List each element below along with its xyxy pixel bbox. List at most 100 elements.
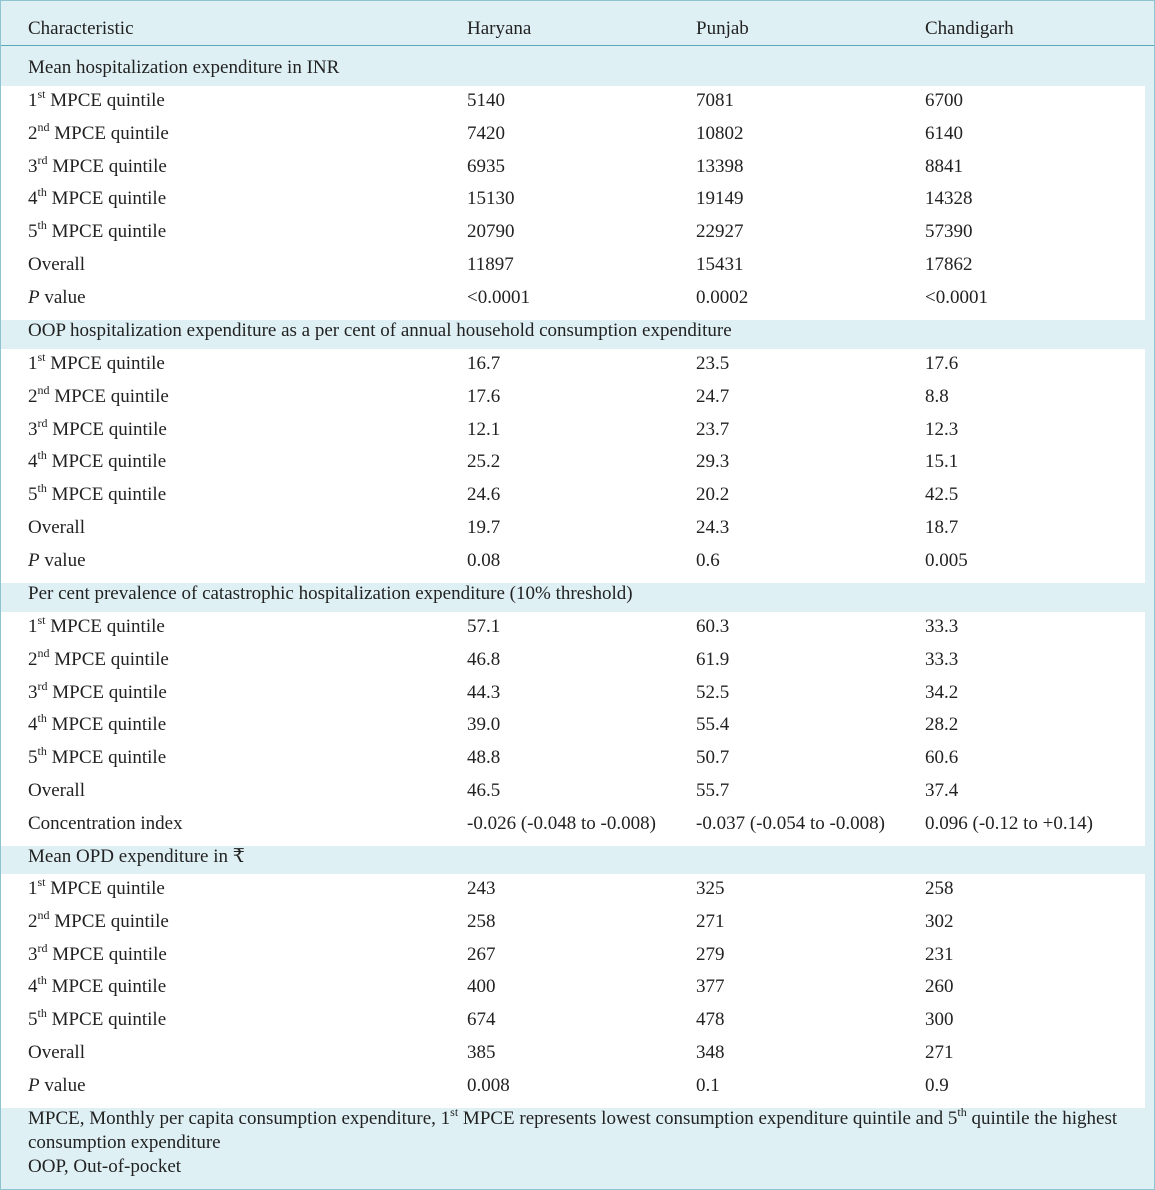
haryana-value: 243 bbox=[467, 878, 496, 899]
ordinal-suffix: rd bbox=[37, 152, 48, 167]
table-row: 5th MPCE quintile 24.6 20.2 42.5 bbox=[1, 480, 1145, 513]
table-row: 1st MPCE quintile 243 325 258 bbox=[1, 874, 1145, 907]
quintile-text: MPCE quintile bbox=[49, 649, 169, 670]
p-value-text: value bbox=[39, 1075, 86, 1096]
table-row: 4th MPCE quintile 15130 19149 14328 bbox=[1, 184, 1145, 217]
table-row: 4th MPCE quintile 400 377 260 bbox=[1, 972, 1145, 1005]
quintile-number: 5 bbox=[28, 221, 38, 242]
quintile-text: MPCE quintile bbox=[46, 188, 167, 209]
table-row: 5th MPCE quintile 20790 22927 57390 bbox=[1, 217, 1145, 250]
section-title: Mean OPD expenditure in ₹ bbox=[28, 846, 245, 867]
punjab-value: 50.7 bbox=[696, 747, 730, 768]
chandigarh-value: 34.2 bbox=[925, 682, 959, 703]
chandigarh-value: 6140 bbox=[925, 123, 963, 144]
quintile-number: 3 bbox=[28, 419, 38, 440]
ordinal-suffix: rd bbox=[37, 940, 48, 955]
header-punjab: Punjab bbox=[696, 18, 749, 39]
row-label: 5th MPCE quintile bbox=[28, 745, 167, 769]
chandigarh-value: <0.0001 bbox=[925, 287, 988, 308]
p-symbol: P bbox=[28, 550, 40, 571]
chandigarh-value: 57390 bbox=[925, 221, 973, 242]
punjab-value: 29.3 bbox=[696, 451, 730, 472]
table-row: 1st MPCE quintile 16.7 23.5 17.6 bbox=[1, 349, 1145, 382]
punjab-value: -0.037 (-0.054 to -0.008) bbox=[696, 813, 885, 834]
section-rows: 1st MPCE quintile 16.7 23.5 17.6 2nd MPCE qu… bbox=[1, 349, 1145, 583]
p-value-text: value bbox=[39, 550, 86, 571]
row-label: 2nd MPCE quintile bbox=[28, 121, 169, 145]
punjab-value: 0.0002 bbox=[696, 287, 749, 308]
row-label: 1st MPCE quintile bbox=[28, 614, 165, 638]
quintile-number: 5 bbox=[28, 484, 38, 505]
quintile-number: 2 bbox=[28, 123, 38, 144]
quintile-text: MPCE quintile bbox=[45, 878, 165, 899]
chandigarh-value: 28.2 bbox=[925, 714, 959, 735]
chandigarh-value: 260 bbox=[925, 976, 954, 997]
row-label: P value bbox=[28, 287, 86, 309]
ordinal-suffix: th bbox=[37, 184, 47, 199]
chandigarh-value: 0.005 bbox=[925, 550, 968, 571]
chandigarh-value: 6700 bbox=[925, 90, 963, 111]
quintile-number: 4 bbox=[28, 188, 38, 209]
quintile-text: MPCE quintile bbox=[47, 944, 167, 965]
haryana-value: 20790 bbox=[467, 221, 515, 242]
row-label: Overall bbox=[28, 517, 85, 538]
chandigarh-value: 0.9 bbox=[925, 1075, 949, 1096]
chandigarh-value: 14328 bbox=[925, 188, 973, 209]
quintile-text: MPCE quintile bbox=[49, 386, 169, 407]
ordinal-suffix: st bbox=[37, 349, 46, 364]
punjab-value: 55.7 bbox=[696, 780, 730, 801]
haryana-value: 46.5 bbox=[467, 780, 501, 801]
ordinal-suffix: rd bbox=[37, 678, 48, 693]
table-row: Overall 385 348 271 bbox=[1, 1038, 1145, 1071]
quintile-number: 3 bbox=[28, 682, 38, 703]
punjab-value: 55.4 bbox=[696, 714, 730, 735]
section-rows: 1st MPCE quintile 5140 7081 6700 2nd MPCE qu… bbox=[1, 86, 1145, 320]
ordinal-suffix: th bbox=[37, 217, 47, 232]
haryana-value: 11897 bbox=[467, 254, 514, 275]
section-header-row: OOP hospitalization expenditure as a per… bbox=[1, 318, 1154, 351]
table-row: 5th MPCE quintile 674 478 300 bbox=[1, 1005, 1145, 1038]
chandigarh-value: 0.096 (-0.12 to +0.14) bbox=[925, 813, 1093, 834]
ordinal-suffix: st bbox=[37, 86, 46, 101]
quintile-number: 4 bbox=[28, 451, 38, 472]
table-row: 4th MPCE quintile 25.2 29.3 15.1 bbox=[1, 447, 1145, 480]
footnote-sup-1: st bbox=[450, 1104, 459, 1119]
table-row: 1st MPCE quintile 5140 7081 6700 bbox=[1, 86, 1145, 119]
quintile-text: MPCE quintile bbox=[46, 747, 167, 768]
quintile-number: 4 bbox=[28, 714, 38, 735]
row-label: 5th MPCE quintile bbox=[28, 482, 167, 506]
section-header-row: Mean hospitalization expenditure in INR bbox=[1, 55, 1154, 88]
p-value-text: value bbox=[39, 287, 86, 308]
header-haryana: Haryana bbox=[467, 18, 532, 39]
table-row: P value 0.008 0.1 0.9 bbox=[1, 1071, 1145, 1104]
quintile-text: MPCE quintile bbox=[47, 682, 167, 703]
quintile-text: MPCE quintile bbox=[46, 484, 167, 505]
row-label: 2nd MPCE quintile bbox=[28, 909, 169, 933]
ordinal-suffix: nd bbox=[37, 645, 50, 660]
punjab-value: 478 bbox=[696, 1009, 725, 1030]
chandigarh-value: 33.3 bbox=[925, 649, 959, 670]
quintile-number: 2 bbox=[28, 911, 38, 932]
table-row: P value 0.08 0.6 0.005 bbox=[1, 546, 1145, 579]
punjab-value: 20.2 bbox=[696, 484, 730, 505]
haryana-value: -0.026 (-0.048 to -0.008) bbox=[467, 813, 656, 834]
row-label: 2nd MPCE quintile bbox=[28, 384, 169, 408]
row-label: P value bbox=[28, 550, 86, 572]
row-label: 4th MPCE quintile bbox=[28, 449, 166, 473]
table-row: 2nd MPCE quintile 46.8 61.9 33.3 bbox=[1, 645, 1145, 678]
section-title: Mean hospitalization expenditure in INR bbox=[28, 57, 340, 78]
quintile-text: MPCE quintile bbox=[45, 353, 165, 374]
quintile-text: MPCE quintile bbox=[45, 90, 165, 111]
haryana-value: 17.6 bbox=[467, 386, 501, 407]
punjab-value: 348 bbox=[696, 1042, 725, 1063]
haryana-value: 400 bbox=[467, 976, 496, 997]
haryana-value: 674 bbox=[467, 1009, 496, 1030]
punjab-value: 24.7 bbox=[696, 386, 730, 407]
ordinal-suffix: rd bbox=[37, 415, 48, 430]
table-row: Overall 19.7 24.3 18.7 bbox=[1, 513, 1145, 546]
quintile-text: MPCE quintile bbox=[45, 616, 165, 637]
haryana-value: 0.08 bbox=[467, 550, 501, 571]
ordinal-suffix: th bbox=[37, 1005, 47, 1020]
punjab-value: 0.1 bbox=[696, 1075, 720, 1096]
chandigarh-value: 37.4 bbox=[925, 780, 959, 801]
